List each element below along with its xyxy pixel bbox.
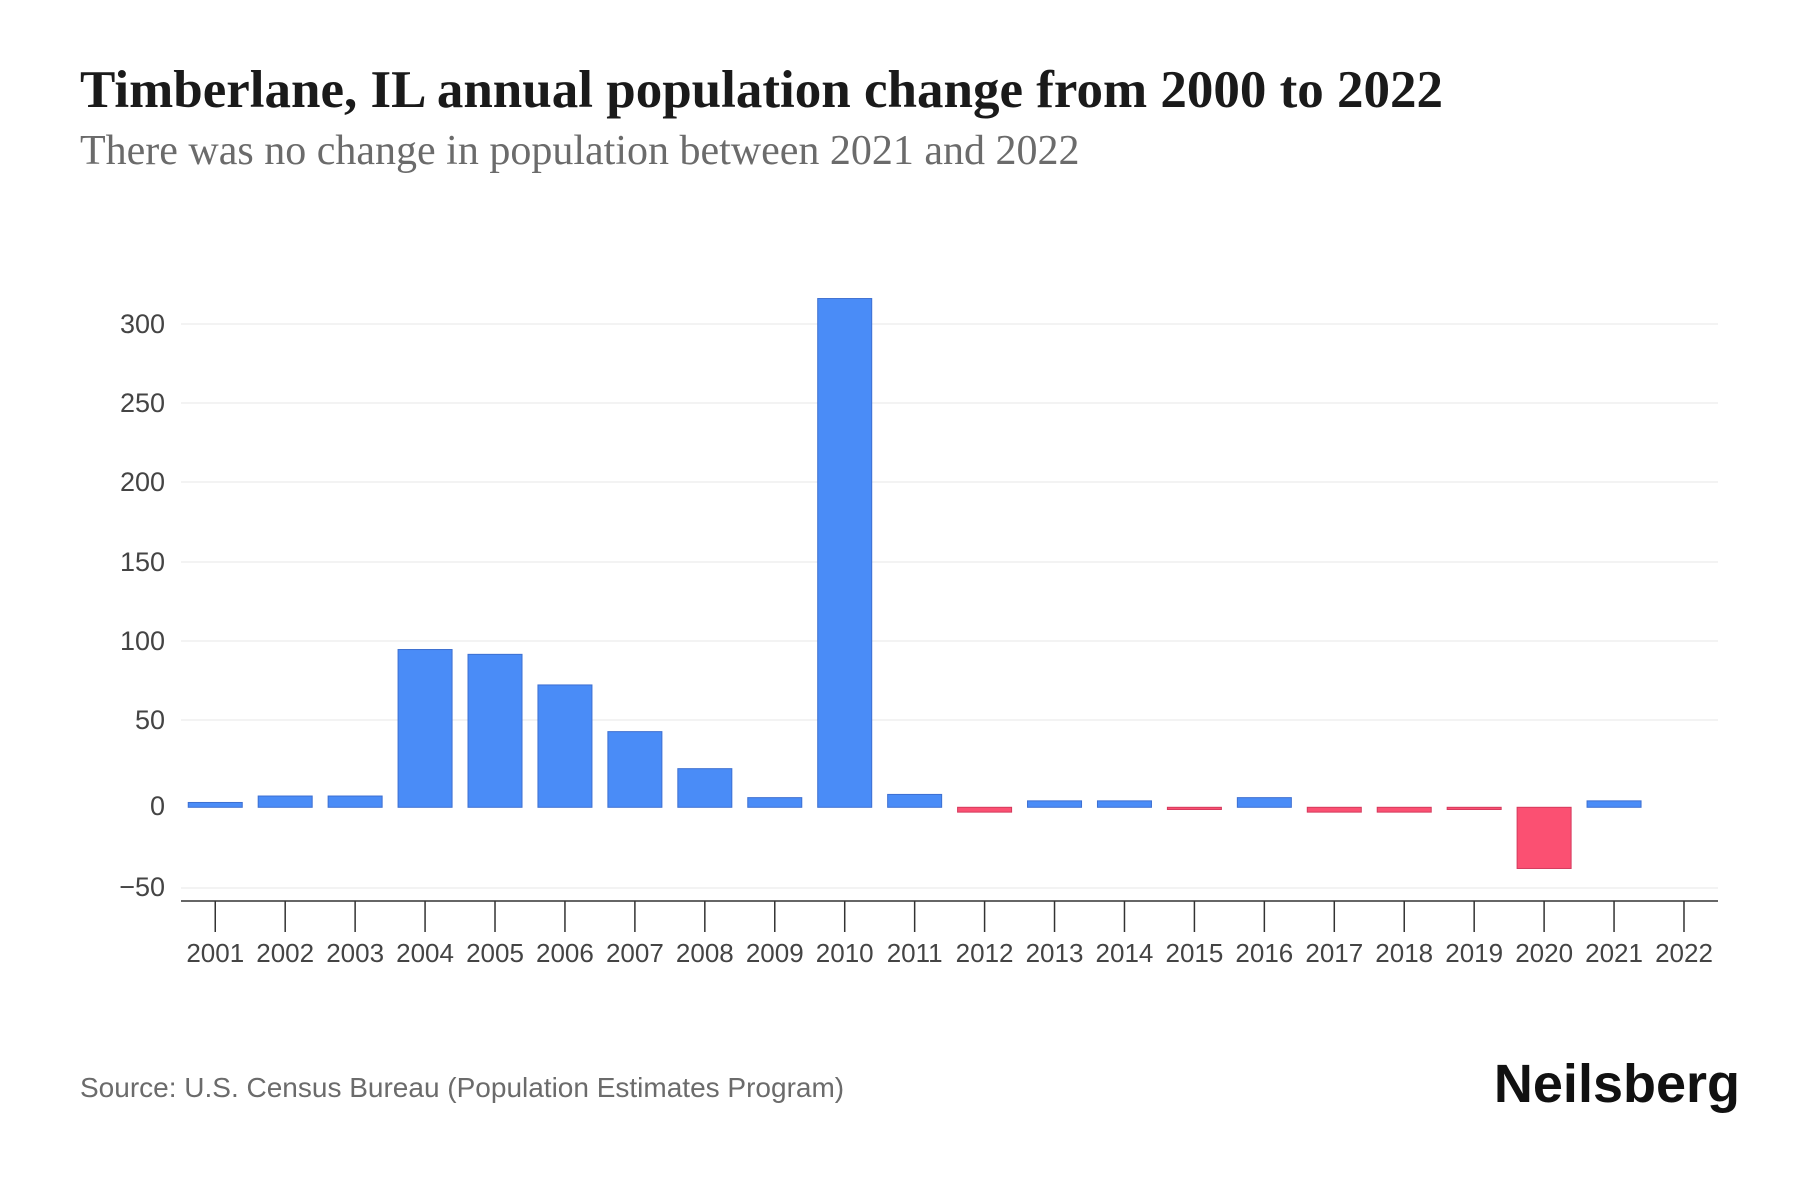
svg-text:150: 150 [120,547,165,577]
svg-text:2001: 2001 [186,938,244,968]
svg-text:2011: 2011 [887,938,943,968]
svg-text:2009: 2009 [746,938,804,968]
svg-text:2016: 2016 [1235,938,1293,968]
svg-text:−50: −50 [119,872,165,902]
svg-text:2022: 2022 [1655,938,1713,968]
svg-text:50: 50 [135,705,165,735]
svg-text:2017: 2017 [1305,938,1363,968]
svg-text:2005: 2005 [466,938,524,968]
svg-text:2015: 2015 [1165,938,1223,968]
svg-text:100: 100 [120,626,165,656]
svg-text:2004: 2004 [396,938,454,968]
svg-text:200: 200 [120,467,165,497]
svg-text:2019: 2019 [1445,938,1503,968]
svg-text:2012: 2012 [956,938,1014,968]
svg-text:300: 300 [120,309,165,339]
svg-text:2021: 2021 [1585,938,1643,968]
svg-text:0: 0 [150,791,165,821]
svg-text:2008: 2008 [676,938,734,968]
svg-text:2007: 2007 [606,938,664,968]
svg-text:2010: 2010 [816,938,874,968]
svg-text:2014: 2014 [1096,938,1154,968]
svg-text:2013: 2013 [1026,938,1084,968]
svg-text:2020: 2020 [1515,938,1573,968]
svg-text:2002: 2002 [256,938,314,968]
svg-text:2003: 2003 [326,938,384,968]
svg-text:2018: 2018 [1375,938,1433,968]
svg-text:2006: 2006 [536,938,594,968]
svg-text:250: 250 [120,388,165,418]
